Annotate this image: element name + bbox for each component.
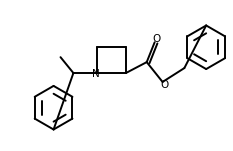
Text: N: N	[92, 69, 100, 79]
Text: O: O	[153, 34, 161, 44]
Text: O: O	[161, 80, 169, 90]
